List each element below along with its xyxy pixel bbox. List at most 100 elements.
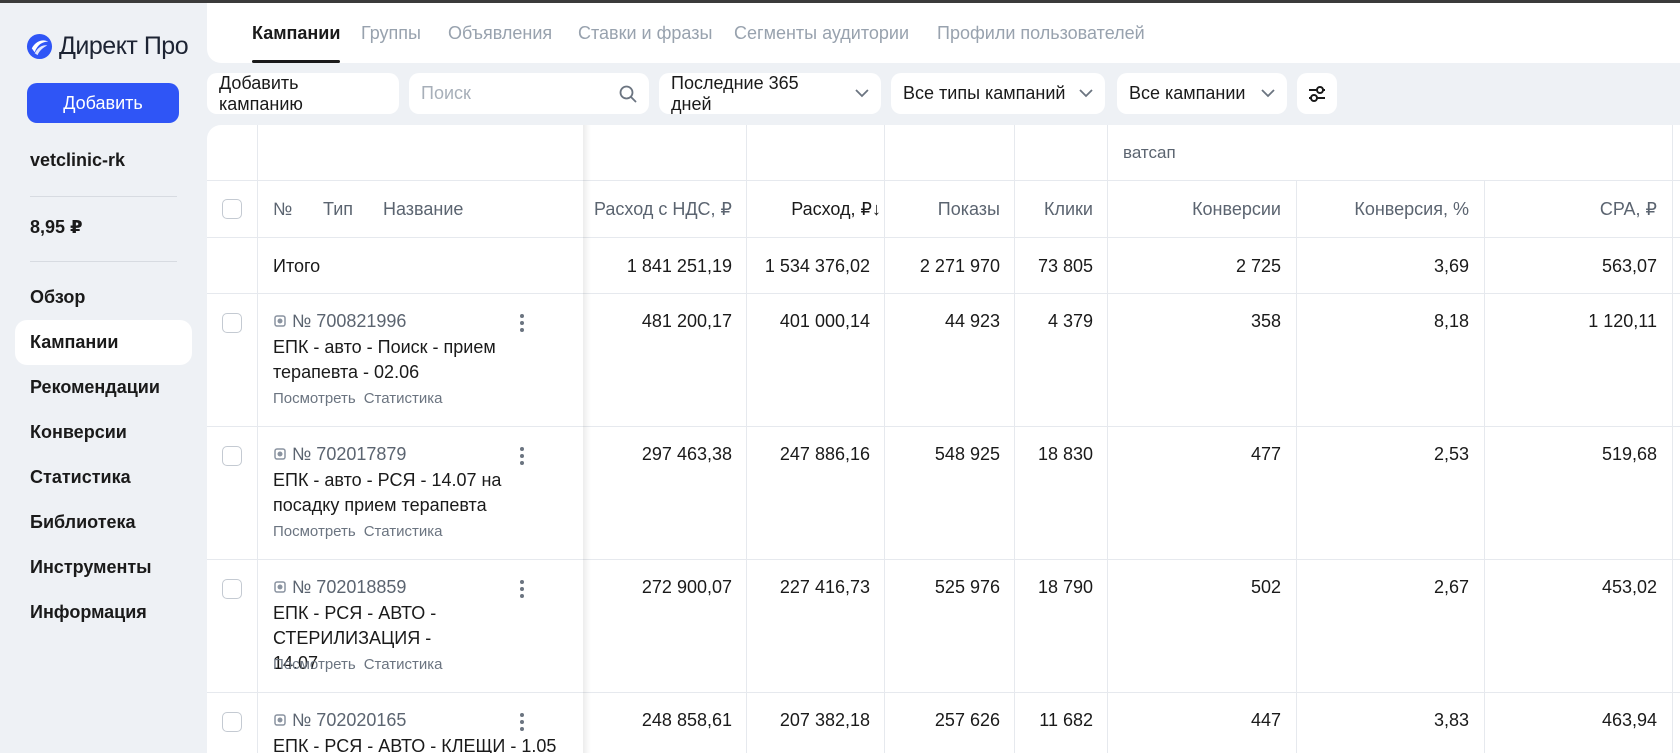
chevron-down-icon bbox=[855, 89, 869, 98]
row-spend: 401 000,14 bbox=[779, 311, 870, 331]
view-link[interactable]: Посмотреть bbox=[273, 390, 356, 407]
campaign-id[interactable]: № 702020165 bbox=[273, 710, 406, 731]
logo-text: Директ Про bbox=[59, 31, 189, 60]
column-header-name[interactable]: Название bbox=[383, 199, 464, 219]
chevron-down-icon bbox=[1261, 89, 1275, 98]
row-spend-vat: 481 200,17 bbox=[641, 311, 732, 331]
row-conversions: 502 bbox=[1250, 577, 1281, 597]
sidebar-item-info[interactable]: Информация bbox=[30, 602, 147, 622]
row-spend: 207 382,18 bbox=[779, 710, 870, 730]
total-spend-vat: 1 841 251,19 bbox=[626, 256, 732, 276]
row-impressions: 257 626 bbox=[934, 710, 1000, 730]
sidebar-item-tools[interactable]: Инструменты bbox=[30, 557, 152, 577]
grid-line bbox=[884, 125, 885, 753]
row-clicks: 18 790 bbox=[1037, 577, 1093, 597]
sidebar: Директ Про Добавить vetclinic-rk 8,95 ₽ … bbox=[0, 3, 207, 753]
direct-logo-icon bbox=[26, 33, 53, 59]
campaign-name[interactable]: ЕПК - РСЯ - АВТО - КЛЕЩИ - 1.05 bbox=[273, 736, 557, 753]
campaign-type-icon bbox=[274, 581, 286, 593]
sidebar-item-recommendations[interactable]: Рекомендации bbox=[30, 377, 160, 397]
add-campaign-button[interactable]: Добавить кампанию bbox=[207, 73, 399, 114]
grid-line bbox=[746, 125, 747, 753]
campaign-type-icon bbox=[274, 315, 286, 327]
sidebar-nav: Обзор Кампании Рекомендации Конверсии Ст… bbox=[15, 275, 192, 635]
total-label: Итого bbox=[273, 256, 321, 276]
logo[interactable]: Директ Про bbox=[26, 31, 189, 61]
grid-line bbox=[207, 559, 1680, 560]
account-name[interactable]: vetclinic-rk bbox=[30, 150, 126, 170]
account-balance[interactable]: 8,95 ₽ bbox=[30, 217, 83, 237]
stats-link[interactable]: Статистика bbox=[363, 390, 443, 407]
grid-line bbox=[207, 293, 1680, 294]
sidebar-item-campaigns[interactable]: Кампании bbox=[15, 320, 192, 365]
tab-bids-phrases[interactable]: Ставки и фразы bbox=[578, 23, 713, 43]
row-clicks: 4 379 bbox=[1047, 311, 1093, 331]
sidebar-item-conversions[interactable]: Конверсии bbox=[30, 422, 127, 442]
select-all-checkbox[interactable] bbox=[222, 199, 242, 219]
campaign-id[interactable]: № 702017879 bbox=[273, 444, 406, 465]
row-spend-vat: 297 463,38 bbox=[641, 444, 732, 464]
search-input[interactable] bbox=[421, 83, 601, 104]
campaign-status-value: Все кампании bbox=[1129, 83, 1246, 103]
sidebar-item-overview[interactable]: Обзор bbox=[30, 287, 86, 307]
column-header-conversion-rate[interactable]: Конверсия, % bbox=[1354, 199, 1469, 219]
view-link[interactable]: Посмотреть bbox=[273, 523, 356, 540]
tab-user-profiles[interactable]: Профили пользователей bbox=[937, 23, 1145, 43]
tab-campaigns[interactable]: Кампании bbox=[252, 23, 341, 63]
stats-link[interactable]: Статистика bbox=[363, 523, 443, 540]
grid-line bbox=[207, 426, 1680, 427]
row-checkbox[interactable] bbox=[222, 712, 242, 732]
column-header-impressions[interactable]: Показы bbox=[937, 199, 1000, 219]
view-link[interactable]: Посмотреть bbox=[273, 656, 356, 673]
more-icon[interactable] bbox=[519, 579, 525, 599]
period-select[interactable]: Последние 365 дней bbox=[659, 73, 881, 114]
more-icon[interactable] bbox=[519, 313, 525, 333]
total-cpa: 563,07 bbox=[1601, 256, 1657, 276]
campaign-type-value: Все типы кампаний bbox=[903, 83, 1066, 103]
row-conversions: 358 bbox=[1250, 311, 1281, 331]
row-cpa: 453,02 bbox=[1601, 577, 1657, 597]
campaign-id[interactable]: № 702018859 bbox=[273, 577, 406, 598]
row-checkbox[interactable] bbox=[222, 579, 242, 599]
campaign-status-select[interactable]: Все кампании bbox=[1117, 73, 1287, 114]
group-header: ватсап bbox=[1123, 143, 1176, 162]
stats-link[interactable]: Статистика bbox=[363, 656, 443, 673]
row-cpa: 1 120,11 bbox=[1588, 311, 1657, 331]
campaign-name[interactable]: ЕПК - авто - РСЯ - 14.07 на посадку прие… bbox=[273, 470, 502, 515]
more-icon[interactable] bbox=[519, 446, 525, 466]
grid-line bbox=[207, 692, 1680, 693]
column-header-num[interactable]: № bbox=[273, 199, 293, 219]
column-header-conversions[interactable]: Конверсии bbox=[1192, 199, 1281, 219]
row-spend-vat: 248 858,61 bbox=[641, 710, 732, 730]
add-button[interactable]: Добавить bbox=[27, 83, 179, 123]
row-checkbox[interactable] bbox=[222, 313, 242, 333]
campaign-links: Посмотреть Статистика bbox=[273, 390, 450, 407]
tab-audience-segments[interactable]: Сегменты аудитории bbox=[734, 23, 910, 43]
settings-button[interactable] bbox=[1297, 73, 1337, 114]
campaign-type-icon bbox=[274, 714, 286, 726]
campaign-name[interactable]: ЕПК - РСЯ - АВТО - СТЕРИЛИЗАЦИЯ - 14.07 bbox=[273, 603, 437, 673]
more-icon[interactable] bbox=[519, 712, 525, 732]
search-icon[interactable] bbox=[619, 85, 637, 103]
row-checkbox[interactable] bbox=[222, 446, 242, 466]
column-header-clicks[interactable]: Клики bbox=[1044, 199, 1093, 219]
row-spend-vat: 272 900,07 bbox=[641, 577, 732, 597]
period-value: Последние 365 дней bbox=[671, 72, 799, 114]
column-header-type[interactable]: Тип bbox=[323, 199, 354, 219]
campaign-type-select[interactable]: Все типы кампаний bbox=[891, 73, 1105, 114]
column-header-spend-vat[interactable]: Расход с НДС, ₽ bbox=[594, 199, 732, 219]
sidebar-item-library[interactable]: Библиотека bbox=[30, 512, 136, 532]
sidebar-item-statistics[interactable]: Статистика bbox=[30, 467, 131, 487]
frozen-column-shadow bbox=[583, 125, 591, 753]
top-tabs: Кампании Группы Объявления Ставки и фраз… bbox=[207, 3, 1680, 63]
row-impressions: 525 976 bbox=[934, 577, 1000, 597]
row-clicks: 11 682 bbox=[1039, 710, 1093, 730]
column-header-spend[interactable]: Расход, ₽↓ bbox=[791, 199, 881, 219]
tab-ads[interactable]: Объявления bbox=[448, 23, 553, 43]
search-box[interactable] bbox=[409, 73, 649, 114]
campaign-number: № 702017879 bbox=[292, 444, 407, 464]
column-header-cpa[interactable]: CPA, ₽ bbox=[1599, 199, 1657, 219]
tab-groups[interactable]: Группы bbox=[361, 23, 421, 43]
campaign-id[interactable]: № 700821996 bbox=[273, 311, 406, 332]
campaign-name[interactable]: ЕПК - авто - Поиск - прием терапевта - 0… bbox=[273, 337, 496, 382]
